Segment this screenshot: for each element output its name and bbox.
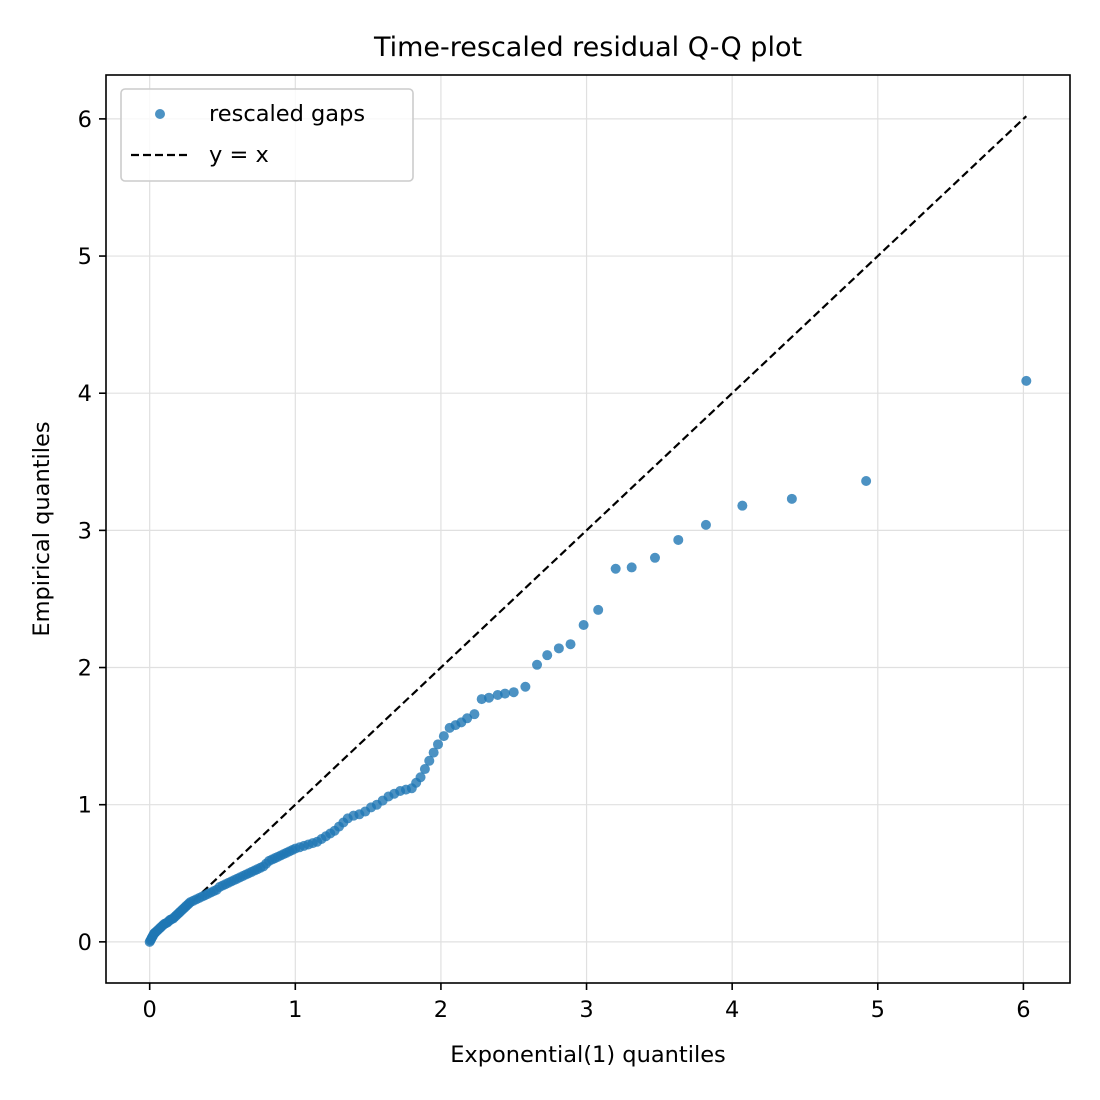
- data-point: [469, 709, 480, 720]
- data-point: [553, 643, 564, 654]
- legend-box: [120, 88, 414, 182]
- legend-label-y-equals-x: y = x: [209, 142, 269, 168]
- x-tick-label: 5: [871, 997, 885, 1023]
- data-point: [499, 688, 510, 699]
- legend-label-rescaled-gaps: rescaled gaps: [209, 101, 365, 127]
- data-point: [520, 681, 531, 692]
- data-point: [1021, 375, 1032, 386]
- data-point: [542, 650, 553, 661]
- y-tick-label: 4: [78, 381, 92, 407]
- y-tick-label: 1: [78, 793, 92, 819]
- data-point: [483, 692, 494, 703]
- y-tick-label: 0: [78, 930, 92, 956]
- data-point: [419, 764, 430, 775]
- plot-area-frame: [105, 74, 1071, 984]
- legend: rescaled gaps y = x: [120, 88, 414, 182]
- data-point: [737, 500, 748, 511]
- x-tick-label: 4: [725, 997, 739, 1023]
- reference-line-y-equals-x: [148, 115, 1028, 943]
- data-point: [610, 563, 621, 574]
- x-axis-label: Exponential(1) quantiles: [450, 1042, 726, 1068]
- scatter-points: [144, 375, 1032, 947]
- y-axis-label: Empirical quantiles: [29, 421, 55, 636]
- y-axis-ticks: 0 1 2 3 4 5 6: [78, 107, 106, 956]
- x-tick-label: 0: [143, 997, 157, 1023]
- data-point: [565, 639, 576, 650]
- data-point: [700, 519, 711, 530]
- x-tick-label: 2: [434, 997, 448, 1023]
- data-point: [415, 772, 426, 783]
- legend-scatter-marker: [155, 109, 165, 119]
- x-tick-label: 3: [579, 997, 593, 1023]
- x-axis-ticks: 0 1 2 3 4 5 6: [143, 983, 1031, 1023]
- y-tick-label: 2: [78, 656, 92, 682]
- data-point: [428, 747, 439, 758]
- chart-title: Time-rescaled residual Q-Q plot: [373, 32, 802, 63]
- data-point: [462, 713, 473, 724]
- y-tick-label: 5: [78, 244, 92, 270]
- data-point: [861, 475, 872, 486]
- data-point: [424, 755, 435, 766]
- reference-line-layer: [148, 115, 1028, 943]
- data-point: [786, 493, 797, 504]
- data-point: [673, 534, 684, 545]
- data-point: [433, 739, 444, 750]
- x-tick-label: 6: [1016, 997, 1030, 1023]
- y-tick-label: 3: [78, 518, 92, 544]
- data-point: [649, 552, 660, 563]
- data-point: [508, 687, 519, 698]
- data-point: [532, 659, 543, 670]
- y-tick-label: 6: [78, 107, 92, 133]
- data-point: [438, 731, 449, 742]
- data-point: [578, 620, 589, 631]
- x-tick-label: 1: [288, 997, 302, 1023]
- data-point: [593, 604, 604, 615]
- data-point: [626, 562, 637, 573]
